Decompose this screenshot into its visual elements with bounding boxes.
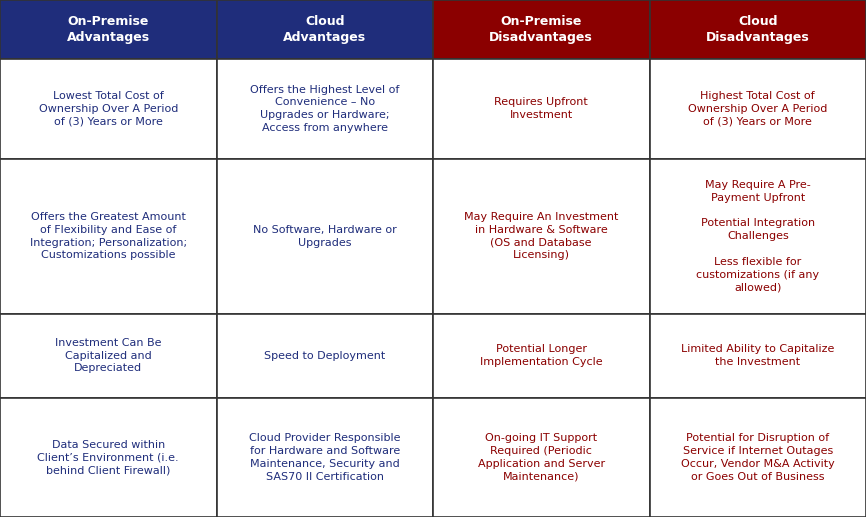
Bar [433,159,650,314]
Bar [216,314,433,398]
Bar [433,58,650,159]
Text: On-Premise
Disadvantages: On-Premise Disadvantages [489,15,593,43]
Bar [0,314,216,398]
Text: Offers the Greatest Amount
of Flexibility and Ease of
Integration; Personalizati: Offers the Greatest Amount of Flexibilit… [29,212,187,261]
Text: Speed to Deployment: Speed to Deployment [264,351,385,360]
Bar [433,314,650,398]
Text: Cloud
Advantages: Cloud Advantages [283,15,366,43]
Text: Cloud
Disadvantages: Cloud Disadvantages [706,15,810,43]
Bar [0,58,216,159]
Bar [0,0,216,58]
Text: Potential for Disruption of
Service if Internet Outages
Occur, Vendor M&A Activi: Potential for Disruption of Service if I… [681,433,835,481]
Bar [650,398,866,517]
Text: Data Secured within
Client’s Environment (i.e.
behind Client Firewall): Data Secured within Client’s Environment… [37,439,179,475]
Text: On-going IT Support
Required (Periodic
Application and Server
Maintenance): On-going IT Support Required (Periodic A… [478,433,604,481]
Bar [650,0,866,58]
Text: No Software, Hardware or
Upgrades: No Software, Hardware or Upgrades [253,225,397,248]
Bar [650,58,866,159]
Text: Lowest Total Cost of
Ownership Over A Period
of (3) Years or More: Lowest Total Cost of Ownership Over A Pe… [39,91,178,127]
Text: Limited Ability to Capitalize
the Investment: Limited Ability to Capitalize the Invest… [681,344,835,367]
Bar [216,159,433,314]
Bar [433,398,650,517]
Text: May Require A Pre-
Payment Upfront

Potential Integration
Challenges

Less flexi: May Require A Pre- Payment Upfront Poten… [696,180,819,293]
Bar [0,159,216,314]
Text: On-Premise
Advantages: On-Premise Advantages [67,15,150,43]
Text: Highest Total Cost of
Ownership Over A Period
of (3) Years or More: Highest Total Cost of Ownership Over A P… [688,91,827,127]
Bar [216,58,433,159]
Text: Investment Can Be
Capitalized and
Depreciated: Investment Can Be Capitalized and Deprec… [55,338,161,373]
Bar [216,398,433,517]
Bar [0,398,216,517]
Bar [650,314,866,398]
Text: Cloud Provider Responsible
for Hardware and Software
Maintenance, Security and
S: Cloud Provider Responsible for Hardware … [249,433,400,481]
Bar [433,0,650,58]
Bar [216,0,433,58]
Text: Potential Longer
Implementation Cycle: Potential Longer Implementation Cycle [480,344,603,367]
Text: Offers the Highest Level of
Convenience – No
Upgrades or Hardware;
Access from a: Offers the Highest Level of Convenience … [250,85,399,133]
Text: Requires Upfront
Investment: Requires Upfront Investment [494,97,588,120]
Bar [650,159,866,314]
Text: May Require An Investment
in Hardware & Software
(OS and Database
Licensing): May Require An Investment in Hardware & … [464,212,618,261]
